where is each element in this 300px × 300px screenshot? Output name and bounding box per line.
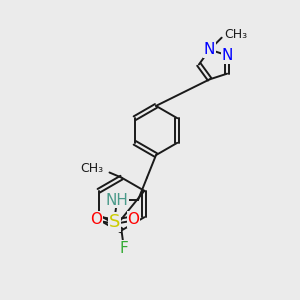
Text: NH: NH [106,193,128,208]
Text: O: O [90,212,102,227]
Text: O: O [128,212,140,227]
Text: CH₃: CH₃ [225,28,248,41]
Text: F: F [119,241,128,256]
Text: S: S [109,213,121,231]
Text: CH₃: CH₃ [80,162,104,175]
Text: N: N [204,42,215,57]
Text: N: N [221,48,233,63]
